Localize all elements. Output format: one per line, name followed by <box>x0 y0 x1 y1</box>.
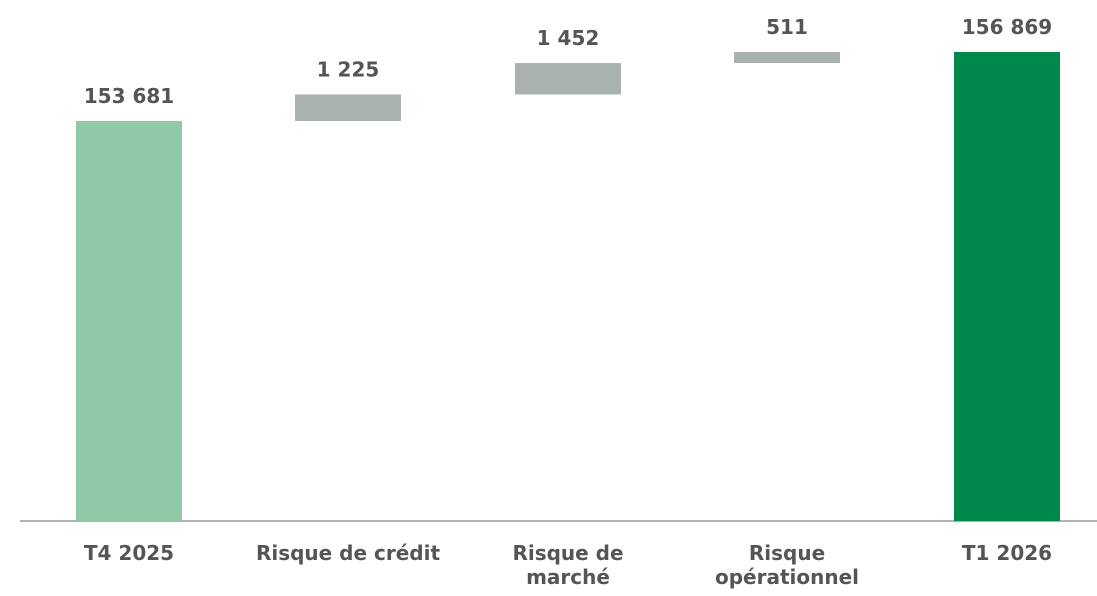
bar <box>954 51 1060 521</box>
bar <box>734 51 840 64</box>
bar <box>76 120 182 522</box>
x-tick-label: Risque de marché <box>512 541 624 589</box>
value-label: 153 681 <box>84 84 174 108</box>
bar <box>515 63 621 95</box>
x-tick-label: Risque de crédit <box>255 541 441 565</box>
value-label: 1 225 <box>317 57 380 81</box>
value-label: 511 <box>766 15 808 39</box>
x-tick-label: T1 2026 <box>961 541 1053 565</box>
bar <box>295 94 401 121</box>
x-tick-label: T4 2025 <box>83 541 175 565</box>
value-label: 156 869 <box>962 15 1052 39</box>
x-tick-label: Risque opérationnel <box>714 541 860 589</box>
value-label: 1 452 <box>537 26 600 50</box>
